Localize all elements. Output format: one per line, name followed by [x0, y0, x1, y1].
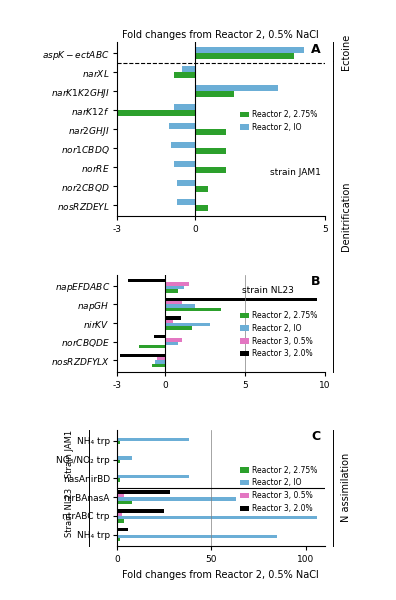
Bar: [157, 357, 165, 361]
Bar: [195, 186, 208, 192]
Legend: Reactor 2, 2.75%, Reactor 2, IO, Reactor 3, 0.5%, Reactor 3, 2.0%: Reactor 2, 2.75%, Reactor 2, IO, Reactor…: [237, 463, 321, 516]
Bar: [165, 283, 189, 286]
Legend: Reactor 2, 2.75%, Reactor 2, IO: Reactor 2, 2.75%, Reactor 2, IO: [237, 107, 321, 135]
Bar: [165, 320, 173, 323]
Bar: [117, 497, 236, 500]
Text: Strain NL23: Strain NL23: [65, 488, 74, 536]
Text: Strain JAM1: Strain JAM1: [65, 430, 74, 478]
Text: Ectoine: Ectoine: [341, 34, 352, 70]
Bar: [152, 364, 165, 367]
Bar: [171, 142, 195, 148]
Bar: [195, 47, 304, 53]
Bar: [195, 167, 226, 173]
Bar: [117, 516, 317, 520]
Bar: [165, 308, 221, 311]
Bar: [117, 512, 122, 516]
Bar: [117, 494, 124, 497]
Bar: [174, 161, 195, 167]
Bar: [195, 53, 293, 59]
Text: Denitrification: Denitrification: [341, 182, 352, 251]
Bar: [117, 500, 132, 504]
Bar: [165, 338, 183, 342]
Bar: [117, 520, 124, 523]
Bar: [117, 460, 120, 463]
Bar: [195, 91, 234, 97]
Bar: [174, 73, 195, 79]
Legend: Reactor 2, 2.75%, Reactor 2, IO, Reactor 3, 0.5%, Reactor 3, 2.0%: Reactor 2, 2.75%, Reactor 2, IO, Reactor…: [237, 308, 321, 361]
Bar: [154, 335, 165, 338]
Bar: [117, 538, 120, 541]
Bar: [165, 301, 183, 304]
Bar: [117, 110, 195, 116]
Bar: [165, 298, 317, 301]
Bar: [155, 361, 165, 364]
Bar: [195, 85, 278, 91]
Bar: [165, 323, 209, 326]
X-axis label: Fold changes from Reactor 2, 0.5% NaCl: Fold changes from Reactor 2, 0.5% NaCl: [122, 30, 319, 40]
Bar: [165, 342, 177, 345]
Bar: [120, 353, 165, 357]
Bar: [117, 509, 164, 512]
Bar: [117, 437, 188, 441]
Bar: [165, 316, 181, 320]
Text: A: A: [311, 43, 320, 56]
Bar: [174, 104, 195, 110]
Bar: [117, 528, 128, 532]
Bar: [117, 441, 120, 445]
Bar: [165, 286, 184, 289]
Text: B: B: [311, 275, 320, 288]
Bar: [195, 205, 208, 211]
Bar: [195, 148, 226, 154]
Bar: [117, 490, 170, 494]
Text: N assimilation: N assimilation: [341, 453, 352, 523]
X-axis label: Fold changes from Reactor 2, 0.5% NaCl: Fold changes from Reactor 2, 0.5% NaCl: [122, 569, 319, 580]
Bar: [117, 535, 278, 538]
Text: C: C: [311, 430, 320, 443]
Bar: [177, 180, 195, 186]
Bar: [117, 478, 120, 482]
Bar: [169, 123, 195, 129]
Bar: [128, 279, 165, 283]
Bar: [111, 532, 117, 535]
Text: strain JAM1: strain JAM1: [270, 169, 320, 178]
Bar: [177, 199, 195, 205]
Bar: [117, 457, 132, 460]
Bar: [165, 289, 177, 293]
Bar: [117, 475, 188, 478]
Bar: [182, 66, 195, 73]
Bar: [139, 345, 165, 349]
Bar: [165, 304, 195, 308]
Text: strain NL23: strain NL23: [242, 286, 293, 295]
Bar: [165, 326, 192, 330]
Bar: [195, 129, 226, 135]
